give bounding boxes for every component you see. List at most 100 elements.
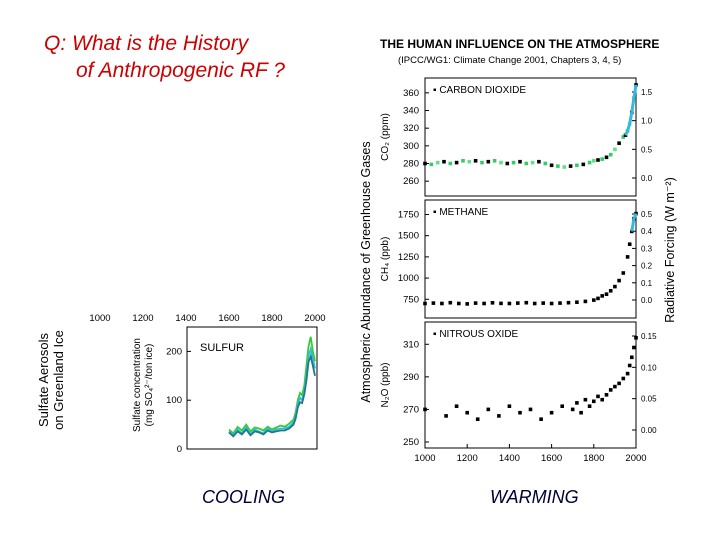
atmosphere-xtick-label: 1600 bbox=[541, 453, 562, 464]
sulfur-ylabel-2: (mg SO₄²⁻/ton ice) bbox=[144, 344, 155, 427]
sulfur-ytick-label: 200 bbox=[166, 346, 182, 357]
panel-data-point bbox=[587, 404, 592, 408]
panel-data-point bbox=[600, 294, 604, 298]
panel-data-point bbox=[518, 159, 522, 164]
atmosphere-title: THE HUMAN INFLUENCE ON THE ATMOSPHERE bbox=[380, 37, 659, 51]
panel-data-point bbox=[549, 410, 554, 415]
panel-frame bbox=[424, 77, 637, 197]
panel-ytick-label: 290 bbox=[403, 372, 419, 383]
panel-ylabel: CH₄ (ppb) bbox=[380, 237, 391, 282]
panel-ytick-label: 1750 bbox=[398, 209, 419, 220]
panel-data-point bbox=[473, 301, 478, 305]
panel-data-point bbox=[621, 135, 626, 139]
panel-data-point bbox=[457, 301, 461, 306]
panel-rf-tick-label: 1.5 bbox=[641, 88, 653, 97]
panel-data-point bbox=[492, 159, 497, 163]
atmosphere-subtitle: (IPCC/WG1: Climate Change 2001, Chapters… bbox=[398, 55, 621, 66]
sulfur-series-green bbox=[228, 336, 316, 435]
warming-label: WARMING bbox=[490, 487, 579, 507]
panel-data-point bbox=[528, 407, 533, 412]
panel-data-point bbox=[621, 271, 626, 275]
sulfur-ytick-label: 0 bbox=[177, 444, 182, 455]
panel-frame bbox=[424, 199, 637, 319]
panel-rf-tick-label: 0.05 bbox=[641, 395, 657, 404]
panel-data-point bbox=[539, 417, 543, 421]
question-line-2: of Anthropogenic RF ? bbox=[76, 59, 285, 82]
panel-data-point bbox=[507, 301, 512, 306]
panel-title: ▪ CARBON DIOXIDE bbox=[433, 85, 526, 96]
panel-rf-tick-label: 0.0 bbox=[641, 174, 653, 183]
panel-data-point bbox=[575, 300, 579, 304]
panel-rf-tick-label: 1.0 bbox=[641, 117, 653, 126]
panel-rf-tick-label: 0.3 bbox=[641, 244, 653, 253]
panel-ylabel: N₂O (ppb) bbox=[380, 362, 391, 407]
panel-data-point bbox=[480, 160, 484, 165]
panel-title: ▪ NITROUS OXIDE bbox=[433, 329, 519, 340]
sulfur-ytick-label: 100 bbox=[166, 395, 182, 406]
panel-data-point bbox=[431, 301, 436, 305]
panel-data-point bbox=[524, 161, 529, 166]
panel-data-point bbox=[617, 141, 621, 145]
panel-data-point bbox=[621, 376, 626, 381]
panel-data-point bbox=[568, 164, 573, 168]
panel-data-point bbox=[592, 298, 596, 302]
panel-rf-tick-label: 0.00 bbox=[641, 426, 657, 435]
panel-data-point bbox=[608, 152, 613, 157]
panel-ytick-label: 260 bbox=[403, 176, 419, 187]
panel-data-point bbox=[556, 164, 560, 168]
atmosphere-xtick-label: 1200 bbox=[457, 453, 478, 464]
sulfur-xtick-label: 1400 bbox=[175, 313, 196, 324]
panel-methane: ▪ METHANE CH₄ (ppb) 750 1000 1250 1500 1750 0.0… bbox=[380, 199, 653, 319]
question-line-1: Q: What is the History bbox=[44, 32, 249, 55]
panel-data-point bbox=[581, 162, 586, 167]
panel-data-point bbox=[560, 404, 564, 408]
panel-data-point bbox=[600, 397, 604, 402]
panel-data-point bbox=[497, 414, 501, 418]
panel-data-point bbox=[592, 399, 596, 404]
panel-data-point bbox=[632, 345, 636, 350]
panel-data-point bbox=[587, 160, 592, 165]
cooling-label: COOLING bbox=[202, 487, 286, 507]
panel-ytick-label: 750 bbox=[403, 294, 419, 305]
panel-data-point bbox=[454, 160, 459, 165]
panel-rf-tick-label: 0.1 bbox=[641, 279, 653, 288]
atmosphere-xtick-label: 1400 bbox=[499, 453, 520, 464]
panel-ytick-label: 1000 bbox=[398, 273, 419, 284]
panel-data-point bbox=[625, 255, 630, 259]
panel-data-point bbox=[518, 410, 522, 415]
panel-data-point bbox=[634, 336, 638, 340]
sulfur-xtick-label: 2000 bbox=[304, 313, 325, 324]
atmosphere-ylabel-right: Radiative Forcing (W m⁻²) bbox=[663, 177, 677, 323]
panel-data-point bbox=[613, 147, 617, 152]
panel-ytick-label: 1250 bbox=[398, 252, 419, 263]
panel-data-point bbox=[634, 83, 638, 87]
panel-data-point bbox=[435, 160, 440, 165]
panel-data-point bbox=[499, 160, 503, 165]
sulfur-ylabel-outer-2: on Greenland Ice bbox=[51, 330, 66, 430]
atmosphere-xtick-label: 2000 bbox=[625, 453, 646, 464]
panel-data-point bbox=[604, 292, 609, 296]
panel-data-point bbox=[482, 301, 486, 306]
panel-data-point bbox=[627, 242, 632, 246]
panel-nitrous-oxide: ▪ NITROUS OXIDE N₂O (ppb) 250 270 290 310 0.00… bbox=[380, 321, 657, 449]
panel-ytick-label: 340 bbox=[403, 106, 419, 117]
sulfur-ylabel-outer-1: Sulfate Aerosols bbox=[36, 333, 51, 427]
atmosphere-chart: THE HUMAN INFLUENCE ON THE ATMOSPHERE (I… bbox=[359, 37, 677, 464]
panel-rf-tick-label: 0.15 bbox=[641, 332, 657, 341]
panel-data-point bbox=[423, 301, 427, 306]
panel-data-point bbox=[423, 407, 427, 412]
atmosphere-ylabel-outer: Atmospheric Abundance of Greenhouse Gase… bbox=[359, 141, 373, 402]
panel-data-point bbox=[630, 355, 634, 360]
panel-data-point bbox=[423, 161, 427, 166]
panel-ytick-label: 280 bbox=[403, 159, 419, 170]
panel-frame bbox=[424, 321, 637, 449]
panel-data-point bbox=[475, 417, 480, 421]
panel-data-point bbox=[617, 381, 621, 386]
panel-ytick-label: 320 bbox=[403, 123, 419, 134]
panel-data-point bbox=[627, 363, 632, 368]
panel-data-point bbox=[549, 163, 554, 168]
panel-data-point bbox=[465, 302, 469, 306]
panel-ytick-label: 270 bbox=[403, 404, 419, 415]
panel-data-point bbox=[537, 159, 541, 164]
panel-rf-tick-label: 0.5 bbox=[641, 145, 653, 154]
